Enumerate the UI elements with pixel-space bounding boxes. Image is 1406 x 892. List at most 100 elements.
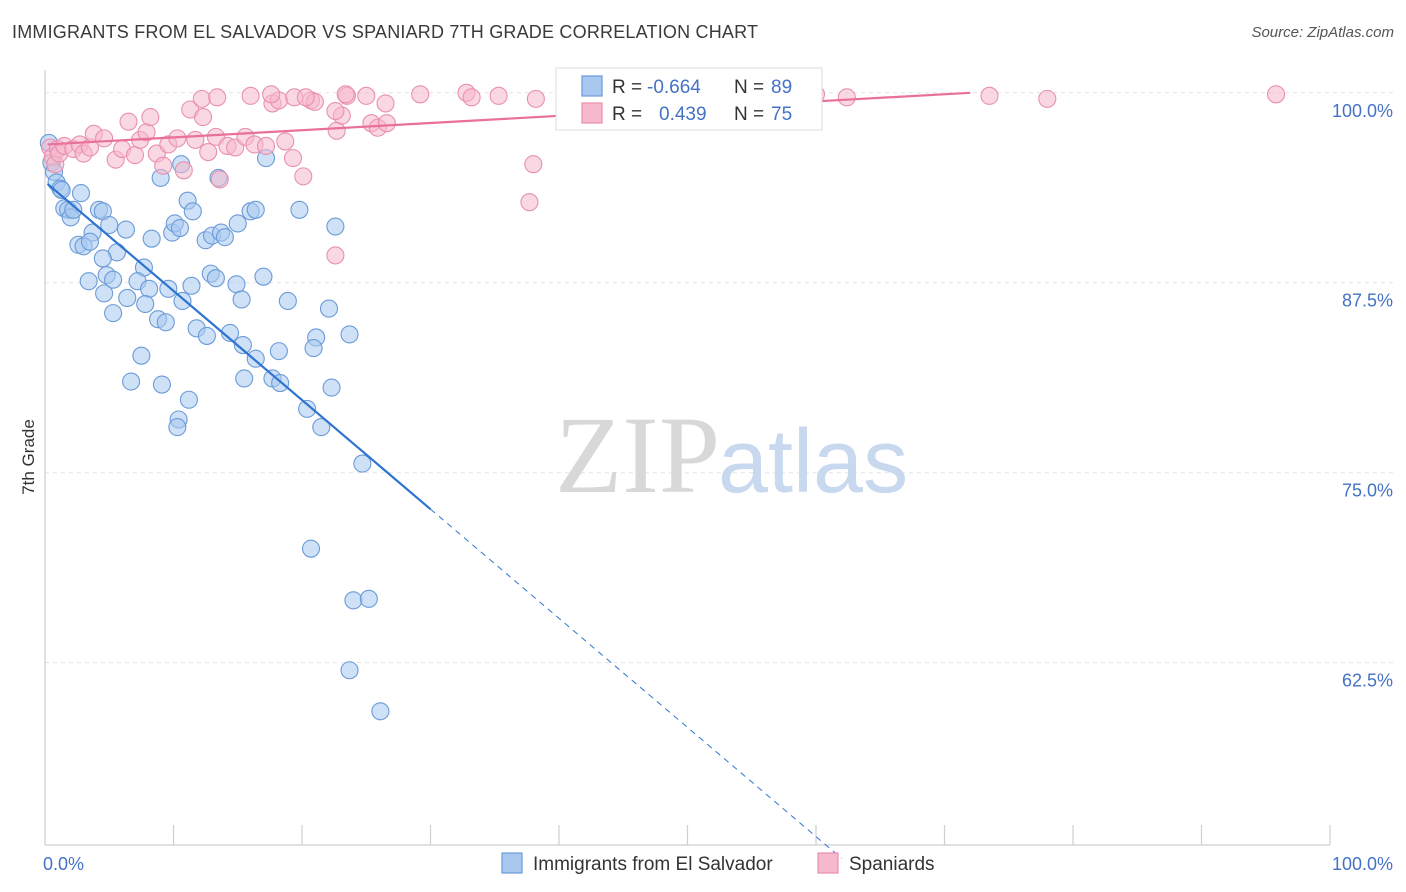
- pink-point-29: [210, 170, 229, 189]
- x-tick-label-max: 100.0%: [1332, 854, 1393, 874]
- blue-point-51: [278, 291, 297, 311]
- blue-point-61: [197, 326, 216, 345]
- blue-point-39: [79, 272, 98, 291]
- blue-point-56: [136, 294, 155, 314]
- blue-point-41: [104, 270, 123, 289]
- legend-n-label-blue: N =: [734, 77, 764, 98]
- legend-r-value-pink: 0.439: [659, 104, 707, 125]
- pink-point-60: [462, 88, 481, 107]
- pink-point-37: [276, 132, 295, 151]
- blue-point-58: [156, 313, 175, 332]
- pink-point-47: [326, 101, 345, 121]
- legend-r-label-blue: R =: [612, 77, 642, 98]
- pink-point-49: [377, 114, 396, 133]
- pink-point-56: [336, 85, 355, 104]
- blue-point-53: [95, 284, 114, 303]
- pink-point-23: [174, 161, 193, 180]
- pink-point-58: [411, 85, 430, 104]
- bottom-legend-swatch-pink: [817, 852, 839, 874]
- watermark-zip: ZIP: [555, 394, 720, 516]
- x-tick-label-min: 0.0%: [43, 854, 84, 874]
- blue-point-9: [64, 200, 83, 219]
- blue-point-22: [170, 218, 189, 238]
- blue-point-50: [254, 267, 273, 286]
- legend-swatch-blue: [581, 75, 603, 97]
- blue-point-85: [340, 661, 359, 680]
- blue-trend-line: [46, 183, 432, 511]
- blue-point-32: [246, 200, 265, 219]
- blue-point-45: [182, 276, 201, 295]
- blue-point-68: [304, 339, 323, 358]
- blue-point-18: [116, 220, 136, 239]
- bottom-legend-label-blue: Immigrants from El Salvador: [533, 854, 773, 875]
- bottom-legend: Immigrants from El Salvador Spaniards: [501, 852, 935, 875]
- pink-point-25: [186, 130, 205, 149]
- blue-trend-extension: [430, 508, 843, 859]
- pink-point-57: [357, 86, 376, 105]
- blue-point-47: [206, 269, 225, 288]
- blue-point-76: [298, 399, 317, 418]
- blue-point-55: [104, 304, 123, 323]
- y-tick-label-3: 62.5%: [1342, 671, 1393, 691]
- legend-n-label-pink: N =: [734, 104, 764, 125]
- blue-point-73: [235, 369, 254, 388]
- pink-point-40: [294, 167, 313, 186]
- blue-point-19: [142, 229, 161, 248]
- pink-point-52: [241, 86, 260, 105]
- legend-n-value-pink: 75: [771, 104, 792, 125]
- chart-title: IMMIGRANTS FROM EL SALVADOR VS SPANIARD …: [12, 22, 759, 42]
- y-tick-label-1: 87.5%: [1342, 291, 1393, 311]
- pink-point-53: [262, 85, 281, 104]
- y-tick-labels: 100.0% 87.5% 75.0% 62.5%: [1332, 101, 1393, 691]
- pink-point-27: [199, 143, 218, 162]
- pink-point-46: [376, 94, 395, 113]
- y-tick-label-0: 100.0%: [1332, 101, 1393, 121]
- pink-point-38: [283, 149, 303, 168]
- pink-point-15: [125, 146, 144, 165]
- blue-point-33: [228, 214, 247, 233]
- bottom-legend-label-pink: Spaniards: [849, 854, 935, 875]
- blue-point-37: [93, 249, 112, 268]
- bottom-legend-swatch-blue: [501, 852, 523, 874]
- pink-point-11: [95, 129, 114, 148]
- pink-point-50: [192, 89, 211, 108]
- blue-point-70: [122, 372, 141, 391]
- pink-point-69: [980, 86, 999, 105]
- blue-point-28: [215, 228, 234, 247]
- pink-point-68: [837, 88, 856, 107]
- y-axis-title: 7th Grade: [19, 419, 38, 495]
- blue-point-77: [322, 378, 341, 397]
- legend-r-label-pink: R =: [612, 104, 642, 125]
- blue-point-67: [340, 325, 359, 344]
- blue-point-17: [80, 232, 100, 251]
- blue-point-13: [100, 215, 119, 235]
- blue-point-59: [173, 291, 192, 311]
- blue-point-79: [168, 418, 187, 437]
- pink-point-73: [520, 193, 539, 212]
- blue-point-44: [159, 279, 178, 298]
- legend-box: R = -0.664 N = 89 R = 0.439 N = 75: [555, 67, 823, 131]
- blue-point-48: [227, 275, 246, 294]
- blue-point-52: [319, 299, 339, 318]
- blue-point-84: [359, 589, 378, 608]
- pink-point-14: [119, 112, 138, 131]
- blue-point-24: [183, 202, 202, 221]
- pink-point-61: [489, 86, 508, 105]
- legend-n-value-blue: 89: [771, 77, 792, 98]
- blue-point-63: [233, 335, 252, 355]
- blue-point-49: [232, 290, 251, 309]
- pink-point-51: [208, 88, 227, 107]
- pink-trend-line: [47, 91, 971, 146]
- pink-point-18: [141, 108, 160, 127]
- pink-point-74: [326, 246, 345, 265]
- pink-point-42: [327, 121, 346, 140]
- blue-point-71: [152, 375, 171, 394]
- blue-point-31: [290, 200, 309, 219]
- legend-swatch-pink: [581, 102, 603, 124]
- blue-point-86: [371, 702, 390, 721]
- y-tick-label-2: 75.0%: [1342, 481, 1393, 501]
- pink-point-26: [194, 108, 213, 127]
- blue-point-65: [269, 342, 288, 361]
- blue-point-69: [132, 346, 151, 365]
